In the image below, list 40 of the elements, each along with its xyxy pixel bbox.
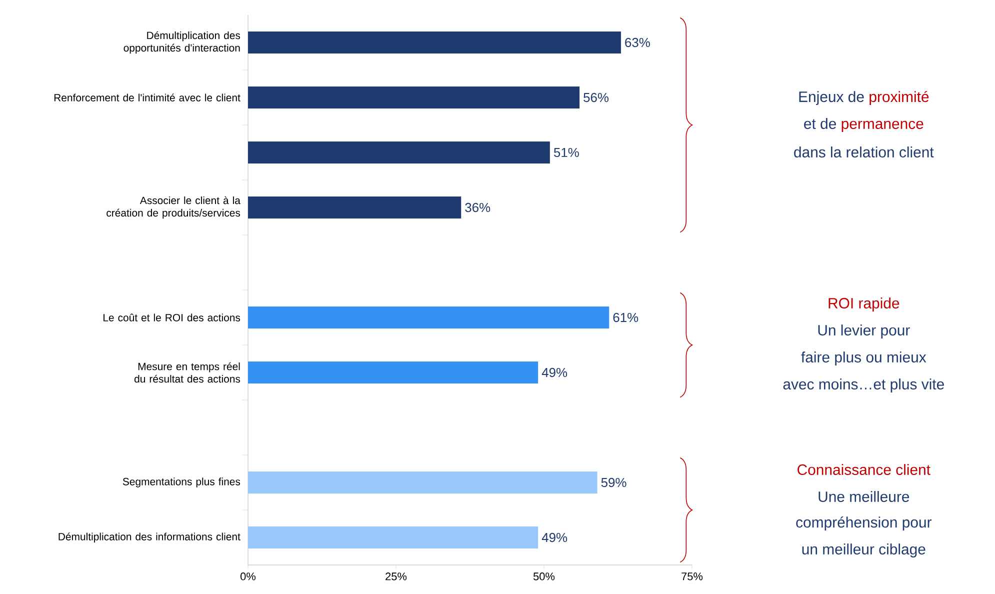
text: ROI rapide <box>828 298 900 312</box>
data-label: 56% <box>584 92 608 102</box>
text: proximité <box>870 90 929 106</box>
x-tick-label: 50% <box>533 572 555 580</box>
y-tick-label: Démultiplication des opportunités d'interaction <box>124 31 240 54</box>
y-tick-label: Mesure en temps réel du résultat des actions <box>134 362 240 383</box>
text: Une meilleure <box>818 491 910 502</box>
text: avec moins…et plus vite <box>783 378 944 392</box>
x-tick-label: 0% <box>240 572 256 580</box>
data-label: 63% <box>625 38 650 48</box>
x-tick-label: 25% <box>386 572 407 580</box>
y-tick-label: Segmentations plus fines <box>122 478 240 488</box>
y-tick-label: Associer le client à la création de produits/services <box>106 196 240 219</box>
bar <box>248 526 538 549</box>
data-label: 36% <box>465 202 490 212</box>
text: compréhension pour <box>796 516 932 531</box>
text: dans la relation client <box>794 146 934 158</box>
text: et de <box>804 118 836 130</box>
text: un meilleur ciblage <box>802 544 926 558</box>
bar <box>248 472 598 494</box>
bar <box>248 86 580 108</box>
y-tick-label: Renforcement de l'intimité avec le client <box>54 94 240 102</box>
data-label: 49% <box>542 368 568 378</box>
text: Connaissance client <box>798 464 930 475</box>
data-label: 59% <box>601 478 626 488</box>
bar <box>248 306 610 329</box>
bar <box>248 196 462 218</box>
data-label: 61% <box>613 312 638 322</box>
text: permanence <box>842 120 924 132</box>
x-tick-label: 75% <box>682 572 703 580</box>
y-tick-label: Démultiplication des informations client <box>58 532 240 542</box>
text: Un levier pour <box>818 324 910 338</box>
bar <box>248 142 550 164</box>
bar <box>248 32 621 54</box>
text: faire plus ou mieux <box>801 352 926 366</box>
data-label: 49% <box>542 532 568 542</box>
bar <box>248 362 538 384</box>
text: Enjeux de <box>799 91 864 106</box>
y-tick-label: Le coût et le ROI des actions <box>104 314 240 322</box>
data-label: 51% <box>554 148 579 158</box>
